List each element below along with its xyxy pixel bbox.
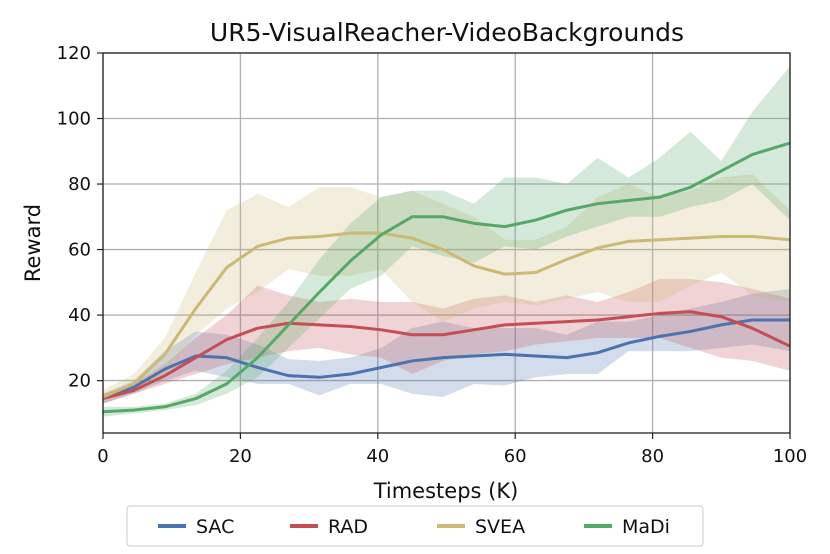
x-tick-label: 80 [641,446,664,467]
svea-line [102,231,791,399]
x-tick-label: 20 [229,446,252,467]
y-tick-label: 80 [68,174,91,195]
x-tick-label: 60 [504,446,527,467]
grid-lines [102,52,791,433]
series-lines [102,141,791,414]
legend: SAC RAD SVEA MaDi [126,505,704,547]
y-tick-label: 100 [57,109,91,130]
confidence-bands [103,66,790,417]
y-axis-label: Reward [21,204,45,282]
y-tick-label: 60 [68,240,91,261]
svea-confidence-band [103,174,790,401]
madi-confidence-band [103,66,790,417]
madi-line [102,141,791,414]
plot-frame [102,52,791,434]
x-tick-label: 0 [97,446,108,467]
sac-line [102,318,790,401]
sac-legend-label: SAC [196,516,234,538]
rad-legend-label: RAD [328,516,368,538]
madi-legend-label: MaDi [622,516,670,538]
x-axis-ticks: 0 20 40 60 80 100 [97,433,807,467]
legend-frame [126,505,704,547]
chart-title: UR5-VisualReacher-VideoBackgrounds [210,18,684,47]
rad-line [102,310,791,401]
svea-legend-label: SVEA [475,516,525,538]
x-axis-label: Timesteps (K) [373,479,519,503]
y-tick-label: 120 [57,43,91,64]
rad-confidence-band [103,279,790,404]
y-axis-ticks: 20 40 60 80 100 120 [57,43,103,392]
sac-confidence-band [103,288,790,404]
x-tick-label: 40 [366,446,389,467]
y-tick-label: 40 [68,305,91,326]
y-tick-label: 20 [68,371,91,392]
x-tick-label: 100 [773,446,807,467]
